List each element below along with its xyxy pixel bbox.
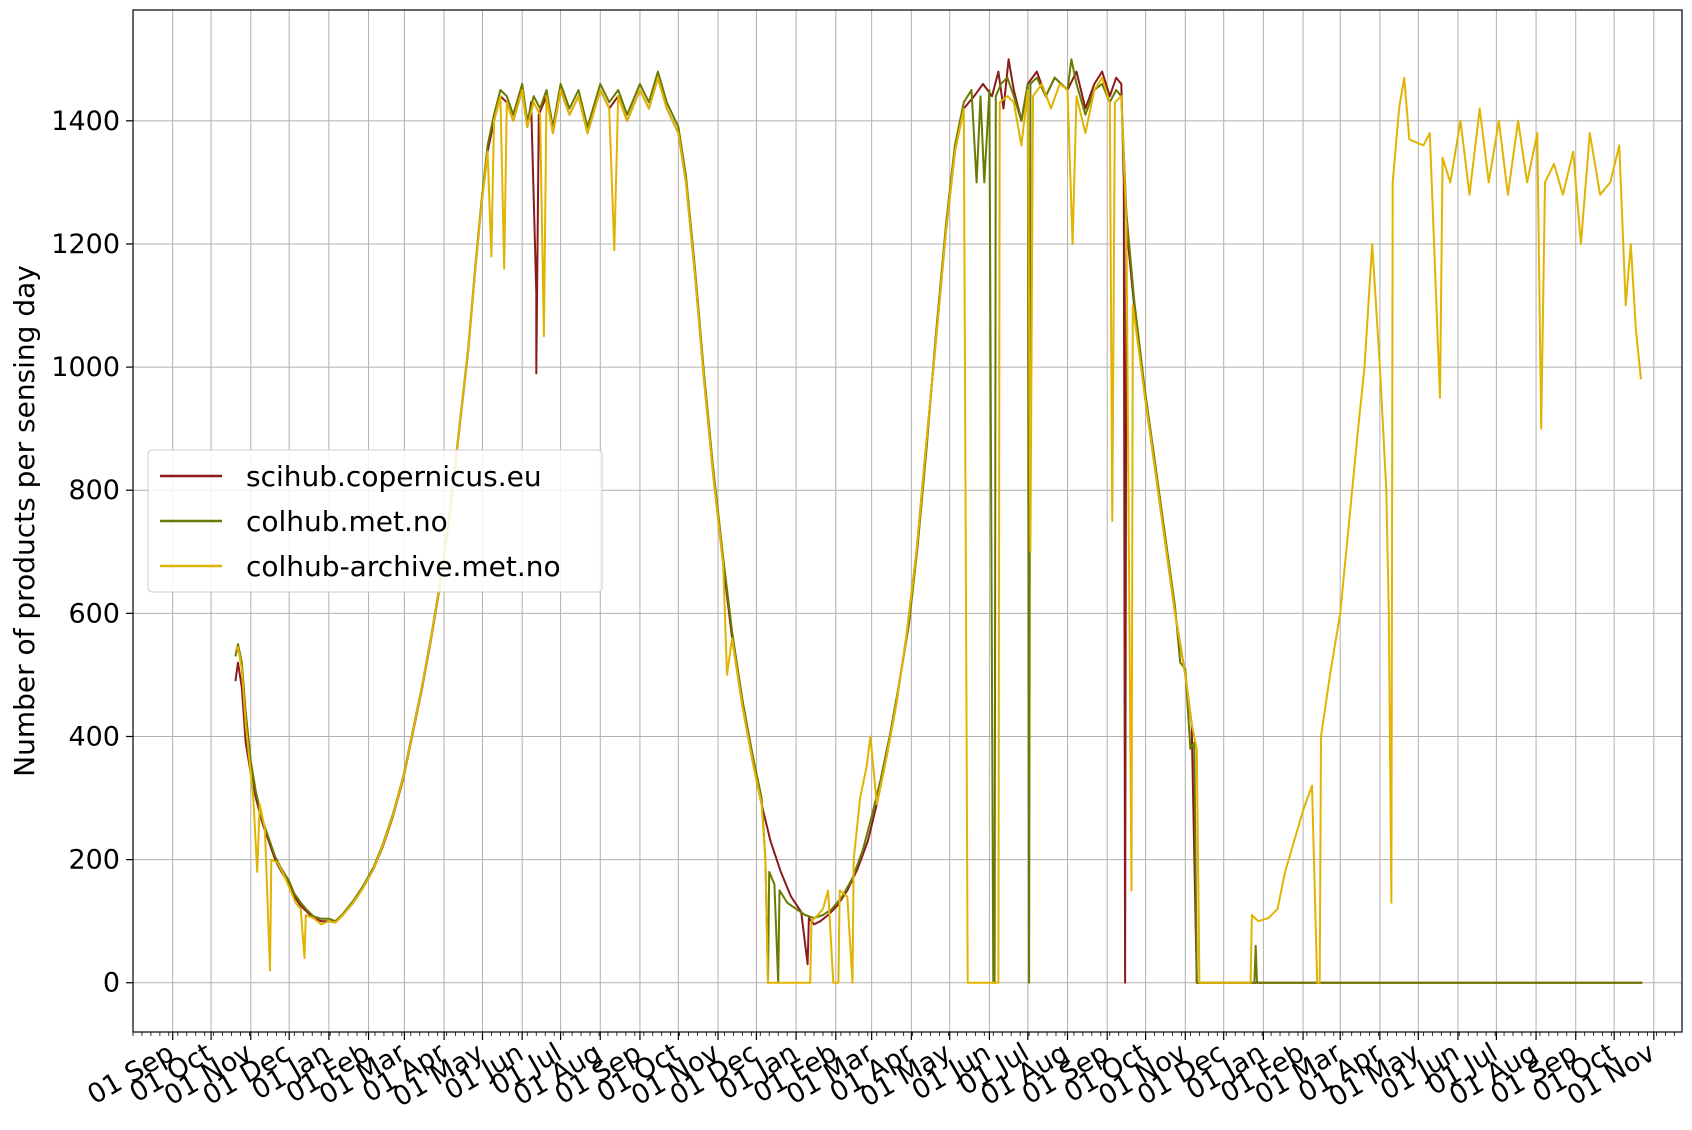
y-tick-label: 0	[103, 968, 120, 999]
legend-label: scihub.copernicus.eu	[246, 460, 542, 493]
legend-label: colhub-archive.met.no	[246, 550, 561, 583]
y-tick-label: 800	[68, 475, 120, 506]
y-tick-label: 200	[68, 845, 120, 876]
y-tick-labels: 0 200 400 600 800 1000 1200 1400	[51, 106, 120, 999]
series-line	[234, 76, 1642, 984]
legend-box	[147, 449, 603, 593]
y-tick-label: 1400	[51, 106, 120, 137]
legend: scihub.copernicus.eu colhub.met.no colhub-…	[147, 449, 603, 593]
y-tick-label: 400	[68, 721, 120, 752]
y-tick-label: 1000	[51, 352, 120, 383]
legend-label: colhub.met.no	[246, 505, 448, 538]
y-tick-label: 600	[68, 598, 120, 629]
axes-frame	[132, 9, 1683, 1033]
y-axis-label: Number of products per sensing day	[8, 265, 41, 777]
axis-ticks	[126, 120, 1675, 1040]
y-tick-label: 1200	[51, 229, 120, 260]
series-lines	[234, 58, 1643, 984]
